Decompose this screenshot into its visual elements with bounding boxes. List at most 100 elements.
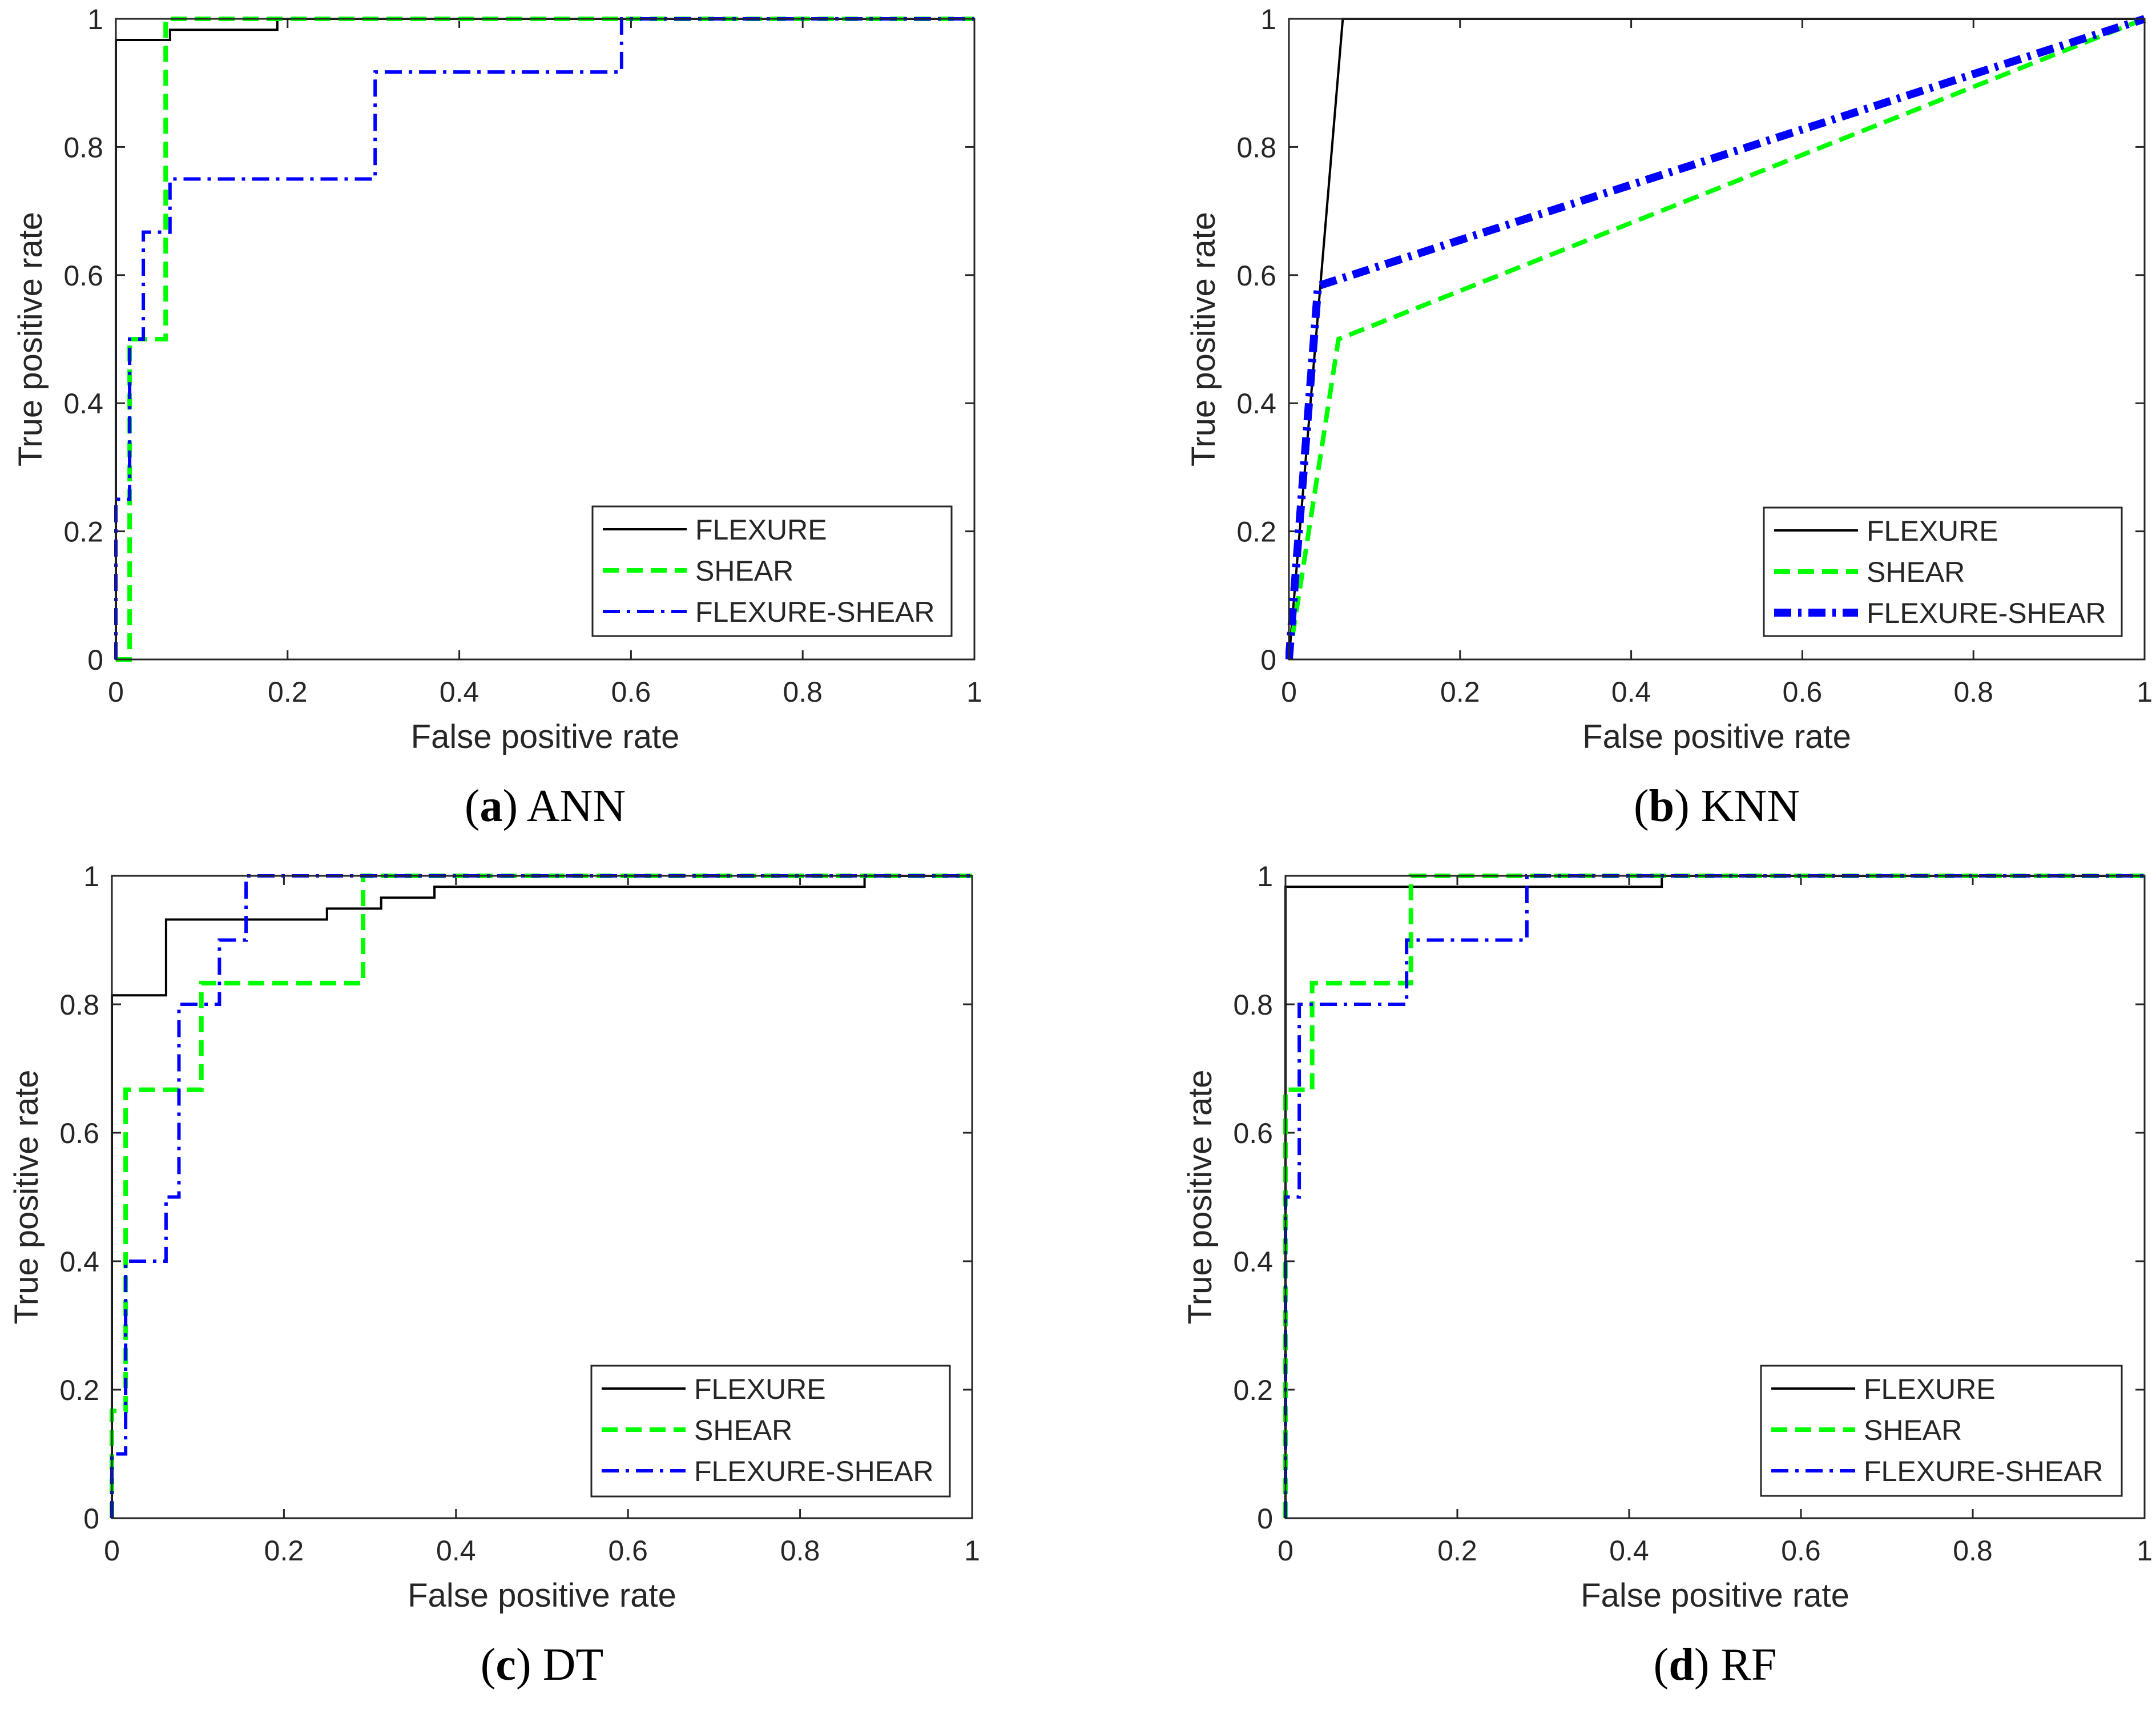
y-axis-label: True positive rate	[1182, 1070, 1219, 1325]
y-tick-label: 0.2	[1236, 516, 1276, 548]
y-tick-label: 0.2	[1233, 1374, 1273, 1406]
y-tick-label: 0.8	[1236, 131, 1276, 163]
x-axis-label: False positive rate	[408, 1577, 676, 1614]
caption-letter: b	[1649, 781, 1675, 831]
y-tick-label: 0.6	[1236, 260, 1276, 292]
caption-text: KNN	[1701, 781, 1800, 831]
x-tick-label: 0.2	[268, 676, 308, 708]
caption-paren-open: (	[1634, 781, 1649, 831]
series-line-flexure-shear	[110, 874, 972, 1518]
series-line-shear	[110, 874, 972, 1518]
x-tick-label: 0.2	[1440, 676, 1480, 708]
x-tick-label: 0	[1278, 1535, 1293, 1567]
panel-c: 0 0.2 0.4 0.6 0.8 1 0 0.2 0.4 0.6 0.8 1 False positi…	[8, 860, 980, 1690]
x-tick-label: 0.4	[440, 676, 479, 708]
caption-letter: d	[1669, 1640, 1694, 1690]
x-tick-label: 0.6	[611, 676, 651, 708]
panel-caption: (a) ANN	[465, 781, 626, 831]
x-tick-label: 0.6	[1783, 676, 1823, 708]
caption-paren-close: )	[516, 1640, 543, 1690]
y-tick-label: 1	[1257, 860, 1273, 892]
y-tick-label: 0	[1260, 644, 1276, 676]
x-tick-label: 0.2	[1437, 1535, 1477, 1567]
y-tick-label: 1	[83, 860, 99, 892]
y-tick-label: 0	[1257, 1503, 1273, 1535]
y-tick-label: 0.6	[63, 260, 103, 292]
x-axis-label: False positive rate	[1582, 718, 1851, 755]
axes-box	[111, 875, 973, 1519]
y-tick-label: 1	[1260, 3, 1276, 35]
panel-b: 0 0.2 0.4 0.6 0.8 1 0 0.2 0.4 0.6 0.8 1 False positi…	[1185, 3, 2153, 831]
x-axis-label: False positive rate	[1581, 1577, 1849, 1614]
legend-label-flexure: FLEXURE	[1867, 515, 1998, 547]
panel-caption: (d) RF	[1654, 1640, 1777, 1690]
x-tick-label: 0	[108, 676, 124, 708]
legend-label-flexure-shear: FLEXURE-SHEAR	[695, 596, 935, 628]
x-tick-label: 0.8	[780, 1535, 820, 1567]
x-tick-label: 0.6	[1781, 1535, 1821, 1567]
y-tick-label: 0.4	[59, 1246, 99, 1278]
y-tick-label: 0.2	[59, 1374, 99, 1406]
legend: FLEXURE SHEAR FLEXURE-SHEAR	[591, 505, 953, 637]
legend-label-flexure-shear: FLEXURE-SHEAR	[1867, 597, 2106, 629]
x-tick-label: 0.8	[1953, 676, 1993, 708]
legend: FLEXURE SHEAR FLEXURE-SHEAR	[1763, 506, 2123, 637]
axes-box	[1288, 18, 2146, 661]
caption-letter: c	[495, 1640, 516, 1690]
x-tick-label: 0.8	[1953, 1535, 1993, 1567]
series-line-flexure	[111, 875, 972, 1518]
y-tick-label: 0.2	[63, 516, 103, 548]
x-tick-label: 0.8	[783, 676, 823, 708]
x-tick-label: 0	[104, 1535, 120, 1567]
x-tick-label: 0.4	[1609, 1535, 1649, 1567]
y-axis-label: True positive rate	[8, 1070, 45, 1325]
y-tick-label: 0.6	[59, 1117, 99, 1149]
legend-label-shear: SHEAR	[1867, 556, 1965, 588]
x-tick-label: 1	[964, 1535, 980, 1567]
y-tick-label: 0.4	[1233, 1246, 1273, 1278]
legend: FLEXURE SHEAR FLEXURE-SHEAR	[1760, 1365, 2123, 1497]
y-tick-label: 0.8	[59, 989, 99, 1021]
series-line-shear	[1287, 17, 2146, 660]
x-tick-label: 0.4	[1611, 676, 1651, 708]
axes-box	[115, 18, 976, 661]
caption-paren-open: (	[465, 781, 480, 831]
legend-label-flexure-shear: FLEXURE-SHEAR	[1864, 1455, 2103, 1487]
panel-d: 0 0.2 0.4 0.6 0.8 1 0 0.2 0.4 0.6 0.8 1 False positi…	[1182, 860, 2153, 1690]
x-tick-label: 0.2	[264, 1535, 304, 1567]
legend-label-flexure-shear: FLEXURE-SHEAR	[694, 1455, 934, 1487]
legend-label-flexure: FLEXURE	[1864, 1373, 1996, 1405]
y-tick-label: 0.4	[1236, 388, 1276, 420]
legend-label-flexure: FLEXURE	[694, 1373, 826, 1405]
legend-label-flexure: FLEXURE	[695, 514, 827, 546]
y-tick-label: 0.4	[63, 388, 103, 420]
caption-paren-open: (	[481, 1640, 496, 1690]
y-tick-label: 0.6	[1233, 1117, 1273, 1149]
caption-text: DT	[543, 1640, 604, 1690]
series-line-flexure-shear	[1284, 874, 2145, 1518]
legend-label-shear: SHEAR	[694, 1414, 792, 1446]
caption-paren-close: )	[503, 781, 527, 831]
y-tick-label: 1	[87, 3, 103, 35]
series-line-flexure-shear	[114, 17, 974, 659]
caption-letter: a	[480, 781, 503, 831]
caption-paren-close: )	[1694, 1640, 1721, 1690]
legend: FLEXURE SHEAR FLEXURE-SHEAR	[590, 1365, 951, 1498]
caption-text: RF	[1720, 1640, 1776, 1690]
panel-caption: (b) KNN	[1634, 781, 1800, 831]
y-tick-label: 0.8	[63, 131, 103, 163]
axes-box	[1284, 875, 2146, 1519]
panel-caption: (c) DT	[481, 1640, 603, 1690]
x-tick-label: 1	[2137, 1535, 2153, 1567]
y-axis-label: True positive rate	[1185, 212, 1222, 466]
x-tick-label: 0.6	[608, 1535, 648, 1567]
caption-text: ANN	[527, 781, 626, 831]
y-tick-label: 0	[83, 1503, 99, 1535]
caption-paren-close: )	[1674, 781, 1701, 831]
caption-paren-open: (	[1654, 1640, 1669, 1690]
x-tick-label: 0.4	[436, 1535, 476, 1567]
legend-label-shear: SHEAR	[1864, 1414, 1962, 1446]
panel-a: 0 0.2 0.4 0.6 0.8 1 0 0.2 0.4 0.6 0.8 1 False positi…	[12, 3, 982, 831]
x-tick-label: 1	[966, 676, 982, 708]
